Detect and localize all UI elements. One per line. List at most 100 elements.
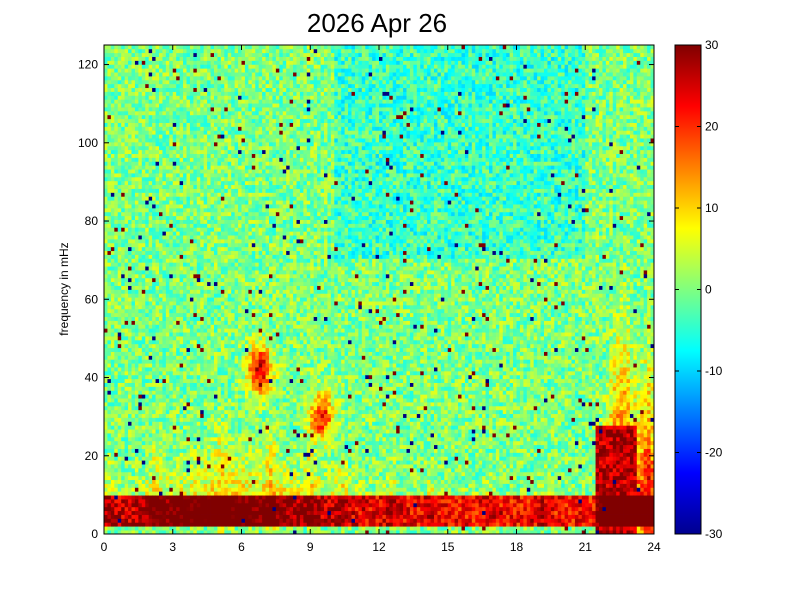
heatmap-cell (104, 149, 108, 155)
heatmap-cell (121, 242, 125, 248)
heatmap-cell (203, 413, 208, 418)
heatmap-cell (124, 208, 129, 213)
heatmap-cell (183, 355, 187, 360)
heatmap-cell (169, 169, 174, 174)
heatmap-cell (141, 336, 146, 341)
heatmap-cell (224, 91, 229, 96)
heatmap-cell (117, 378, 122, 383)
heatmap-cell (128, 95, 132, 100)
heatmap-cell (104, 440, 108, 446)
heatmap-cell (207, 145, 211, 151)
heatmap-cell (214, 487, 218, 492)
heatmap-cell (128, 161, 132, 166)
heatmap-cell (176, 153, 180, 158)
heatmap-cell (183, 495, 187, 500)
heatmap-cell (159, 464, 163, 469)
heatmap-cell (238, 371, 242, 376)
heatmap-cell (183, 289, 187, 294)
heatmap-cell (193, 192, 198, 197)
heatmap-cell (152, 495, 156, 500)
heatmap-cell (207, 289, 211, 294)
heatmap-cell (179, 52, 184, 57)
heatmap-cell (152, 367, 156, 372)
heatmap-cell (176, 312, 180, 318)
heatmap-cell (217, 305, 222, 310)
heatmap-cell (224, 464, 229, 469)
heatmap-cell (224, 522, 229, 527)
heatmap-cell (159, 161, 163, 166)
heatmap-cell (145, 211, 150, 217)
heatmap-cell (224, 277, 229, 283)
heatmap-cell (189, 118, 194, 123)
heatmap-cell (189, 402, 194, 407)
heatmap-cell (165, 227, 170, 232)
heatmap-cell (134, 266, 139, 271)
heatmap-cell (210, 506, 215, 512)
heatmap-cell (114, 436, 119, 442)
heatmap-cell (200, 142, 205, 147)
heatmap-cell (110, 266, 115, 271)
heatmap-cell (124, 425, 129, 430)
heatmap-cell (152, 99, 156, 104)
heatmap-cell (224, 188, 229, 193)
heatmap-cell (196, 382, 201, 387)
heatmap-cell (159, 336, 163, 341)
heatmap-cell (117, 332, 122, 337)
heatmap-cell (217, 491, 222, 496)
heatmap-cell (207, 180, 211, 186)
heatmap-cell (159, 363, 163, 368)
heatmap-cell (210, 192, 215, 197)
heatmap-cell (200, 436, 205, 442)
heatmap-cell (196, 145, 201, 151)
heatmap-cell (152, 468, 156, 473)
heatmap-cell (200, 502, 205, 508)
heatmap-cell (169, 196, 174, 201)
heatmap-cell (196, 440, 201, 446)
heatmap-cell (121, 429, 125, 434)
heatmap-cell (217, 239, 222, 244)
heatmap-cell (110, 192, 115, 197)
heatmap-cell (210, 444, 215, 449)
heatmap-cell (124, 413, 129, 418)
heatmap-cell (117, 530, 122, 535)
heatmap-cell (193, 118, 198, 123)
heatmap-cell (162, 378, 167, 383)
heatmap-cell (152, 196, 156, 201)
heatmap-cell (159, 254, 163, 259)
heatmap-cell (145, 305, 150, 310)
heatmap-cell (148, 188, 153, 193)
heatmap-cell (141, 301, 146, 306)
heatmap-cell (203, 258, 208, 263)
heatmap-cell (176, 262, 180, 267)
heatmap-cell (145, 83, 150, 89)
heatmap-cell (114, 324, 119, 329)
heatmap-cell (145, 223, 150, 228)
heatmap-cell (186, 60, 191, 65)
heatmap-cell (107, 526, 112, 531)
heatmap-cell (203, 176, 208, 182)
heatmap-cell (238, 405, 242, 411)
heatmap-cell (227, 339, 232, 345)
heatmap-cell (114, 343, 119, 349)
heatmap-cell (110, 328, 115, 333)
heatmap-cell (145, 518, 150, 523)
heatmap-cell (138, 339, 143, 345)
heatmap-cell (134, 99, 139, 104)
heatmap-cell (203, 68, 208, 73)
heatmap-cell (138, 499, 143, 504)
heatmap-cell (196, 483, 201, 488)
heatmap-cell (234, 429, 239, 434)
heatmap-cell (169, 429, 174, 434)
heatmap-cell (179, 355, 184, 360)
heatmap-cell (193, 277, 198, 283)
heatmap-cell (131, 355, 136, 360)
heatmap-cell (155, 250, 160, 255)
heatmap-cell (172, 273, 177, 279)
heatmap-cell (155, 468, 160, 473)
heatmap-cell (131, 134, 136, 139)
heatmap-cell (162, 347, 167, 352)
heatmap-cell (107, 72, 112, 77)
heatmap-cell (141, 398, 146, 403)
heatmap-cell (193, 495, 198, 500)
heatmap-cell (134, 448, 139, 453)
